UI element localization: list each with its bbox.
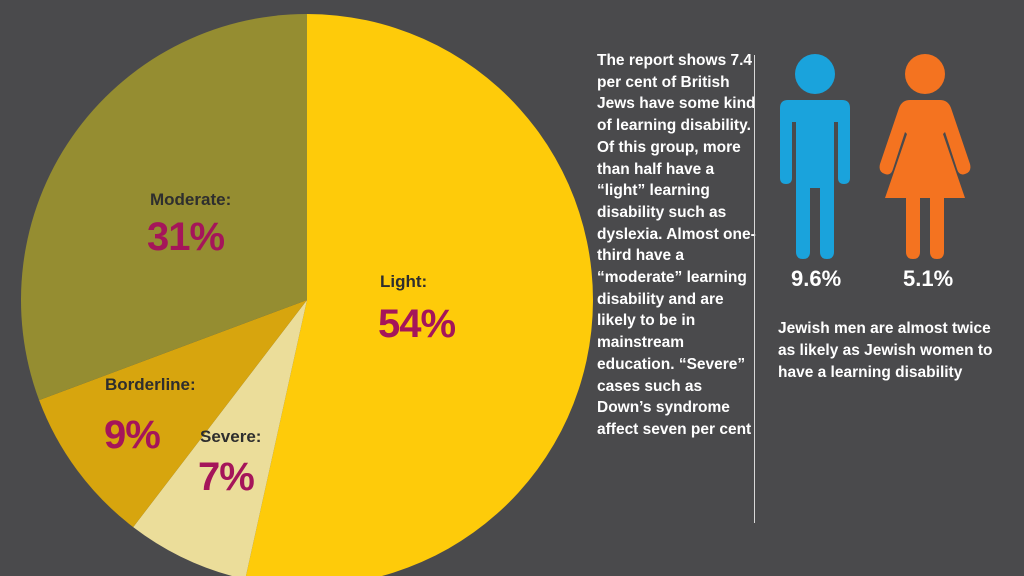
slice-label-severe: Severe:	[200, 427, 262, 446]
pie-chart	[20, 14, 593, 576]
pie-slice-severe	[133, 300, 307, 576]
slice-label-moderate: Moderate:	[150, 190, 232, 209]
slice-label-borderline: Borderline:	[105, 375, 196, 394]
man-icon	[780, 54, 850, 259]
pie-slice-borderline	[39, 300, 307, 528]
report-paragraph: The report shows 7.4 per cent of British…	[597, 52, 756, 438]
woman-icon	[879, 54, 971, 259]
slice-value-borderline: 9%	[104, 413, 161, 457]
pie-slice-moderate	[20, 14, 308, 401]
column-divider	[754, 55, 755, 523]
pie-slice-light	[245, 14, 593, 576]
men-percentage: 9.6%	[791, 266, 842, 291]
slice-value-light: 54%	[378, 302, 456, 346]
slice-value-moderate: 31%	[147, 215, 225, 259]
slice-value-severe: 7%	[198, 455, 255, 499]
slice-label-light: Light:	[380, 272, 428, 291]
gender-caption: Jewish men are almost twice as likely as…	[778, 320, 993, 381]
women-percentage: 5.1%	[903, 266, 954, 291]
